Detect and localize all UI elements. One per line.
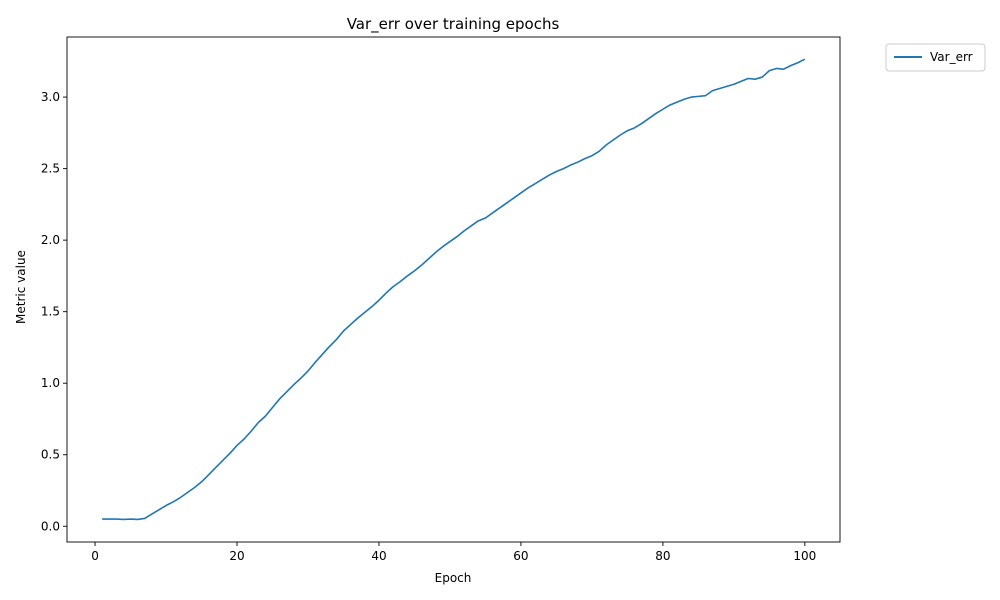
x-tick-label: 100 — [793, 549, 816, 563]
x-tick-label: 60 — [513, 549, 528, 563]
legend-box — [885, 43, 986, 72]
x-tick-label: 40 — [371, 549, 386, 563]
x-axis-label: Epoch — [435, 571, 472, 585]
y-tick-label: 0.0 — [41, 519, 60, 533]
y-tick-label: 0.5 — [41, 448, 60, 462]
y-tick-label: 1.5 — [41, 305, 60, 319]
plot-area: 0 20 40 60 80 100 0.0 0.5 1.0 1.5 2.0 2.5 3.0 — [41, 36, 841, 563]
y-tick-label: 2.5 — [41, 162, 60, 176]
y-tick-label: 3.0 — [41, 90, 60, 104]
y-axis-label: Metric value — [14, 250, 28, 324]
chart-title: Var_err over training epochs — [347, 15, 560, 34]
x-tick-label: 80 — [655, 549, 670, 563]
y-tick-label: 1.0 — [41, 376, 60, 390]
axes-frame — [66, 36, 841, 543]
y-tick-label: 2.0 — [41, 233, 60, 247]
legend: Var_err — [885, 43, 986, 72]
series-line-var-err — [102, 58, 806, 521]
x-tick-label: 20 — [229, 549, 244, 563]
legend-entry: Var_err — [930, 50, 973, 64]
x-tick-label: 0 — [91, 549, 99, 563]
